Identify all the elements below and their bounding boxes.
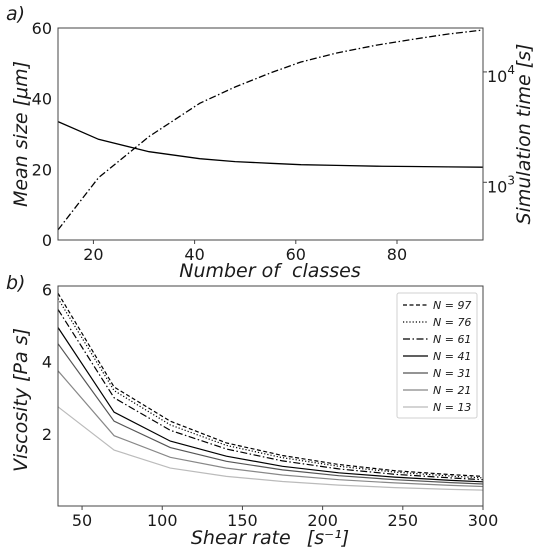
panel-a-y2label: Simulation time [s] (513, 44, 535, 225)
legend-label: N = 21 (433, 384, 471, 397)
legend-label: N = 41 (433, 350, 471, 363)
y2-tick-label: 104 (487, 63, 515, 86)
x-tick-label: 80 (387, 245, 407, 264)
panel-b-series-line-3 (57, 327, 484, 483)
panel-b-xlabel: Shear rate [s⁻¹] (191, 527, 349, 549)
y-tick-label: 6 (42, 281, 52, 300)
panel-b-plot (57, 292, 484, 491)
legend: N = 97 N = 76 N = 61 N = 41 N = 31 N = 21 N = … (396, 292, 478, 419)
panel-b-frame (57, 285, 484, 507)
y-tick-label: 20 (32, 160, 52, 179)
panel-b-series-line-4 (57, 343, 484, 485)
x-tick-label: 60 (286, 245, 306, 264)
y2-tick-label: 103 (487, 173, 515, 196)
legend-box (396, 292, 478, 419)
panel-b-series-line-0 (57, 292, 484, 477)
panel-a-yticks: 0 20 40 60 (32, 19, 52, 250)
x-tick-label: 20 (83, 245, 103, 264)
panel-b-yticks: 2 4 6 (42, 281, 52, 444)
y-tick-label: 0 (42, 231, 52, 250)
x-tick-label: 200 (307, 511, 338, 530)
panel-a-plot (57, 29, 484, 231)
x-tick-label: 100 (147, 511, 178, 530)
panel-a-ylabel: Mean size [μm] (10, 61, 32, 207)
panel-b: b) Shear rate [s⁻¹] Viscosity [Pa s] 50 1… (6, 272, 498, 549)
panel-b-label: b) (6, 272, 25, 294)
legend-label: N = 61 (433, 333, 471, 346)
panel-a: a) Number of classes Mean size [μm] Simu… (6, 3, 535, 282)
panel-a-frame (57, 27, 484, 241)
panel-b-ylabel: Viscosity [Pa s] (10, 328, 32, 472)
panel-b-xlabel-unit: [s⁻¹] (307, 527, 349, 549)
panel-a-series-line-mean-size (57, 121, 484, 168)
panel-b-xlabel-text: Shear rate (191, 527, 291, 549)
y-tick-label: 60 (32, 19, 52, 38)
panel-a-xticks: 20 40 60 80 (83, 240, 407, 264)
y-tick-label: 2 (42, 425, 52, 444)
legend-label: N = 97 (433, 299, 471, 312)
panel-b-xticks: 50 100 150 200 250 300 (72, 506, 498, 530)
y-tick-label: 40 (32, 90, 52, 109)
panel-a-label: a) (6, 3, 25, 25)
panel-a-y2ticks: 103 104 (483, 63, 515, 196)
panel-b-series-line-6 (57, 406, 484, 491)
legend-label: N = 76 (433, 316, 471, 329)
legend-label: N = 13 (433, 401, 471, 414)
panel-a-xlabel: Number of classes (179, 260, 361, 282)
panel-b-series-line-2 (57, 309, 484, 481)
panel-a-series-line-simulation-time (57, 29, 484, 231)
x-tick-label: 50 (72, 511, 92, 530)
x-tick-label: 250 (388, 511, 419, 530)
x-tick-label: 150 (227, 511, 258, 530)
y-tick-label: 4 (42, 353, 52, 372)
panel-b-series-line-5 (57, 370, 484, 488)
x-tick-label: 40 (184, 245, 204, 264)
x-tick-label: 300 (468, 511, 499, 530)
legend-label: N = 31 (433, 367, 471, 380)
